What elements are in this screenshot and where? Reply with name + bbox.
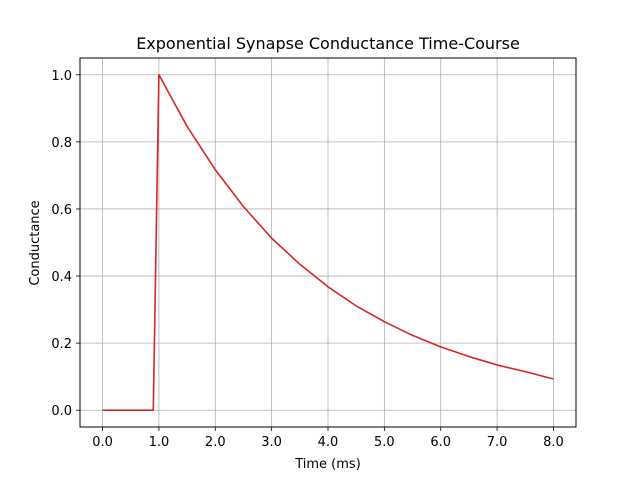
- chart-title: Exponential Synapse Conductance Time-Cou…: [136, 34, 520, 53]
- series-line-0: [102, 73, 554, 412]
- y-tick-label: 0.4: [51, 270, 72, 285]
- y-tick-label: 0.8: [51, 136, 72, 151]
- x-tick-label: 3.0: [261, 435, 282, 450]
- x-tick-label: 8.0: [543, 435, 564, 450]
- grid: [80, 58, 576, 427]
- y-axis-label: Conductance: [28, 200, 43, 285]
- x-tick-label: 0.0: [92, 435, 113, 450]
- y-tick-label: 0.2: [51, 337, 72, 352]
- x-tick-label: 2.0: [205, 435, 226, 450]
- ticks: 0.0 1.0 2.0 3.0 4.0 5.0 6.0 7.0 8.0 0.0 0.2 0.4 0.6 0…: [51, 69, 563, 450]
- series-layer: [102, 73, 554, 412]
- x-tick-label: 4.0: [318, 435, 339, 450]
- y-tick-label: 0.6: [51, 203, 72, 218]
- x-tick-label: 5.0: [374, 435, 395, 450]
- x-tick-label: 7.0: [487, 435, 508, 450]
- y-tick-label: 1.0: [51, 69, 72, 84]
- x-tick-label: 1.0: [149, 435, 170, 450]
- x-axis-label: Time (ms): [294, 457, 361, 472]
- x-tick-label: 6.0: [430, 435, 451, 450]
- y-tick-label: 0.0: [51, 404, 72, 419]
